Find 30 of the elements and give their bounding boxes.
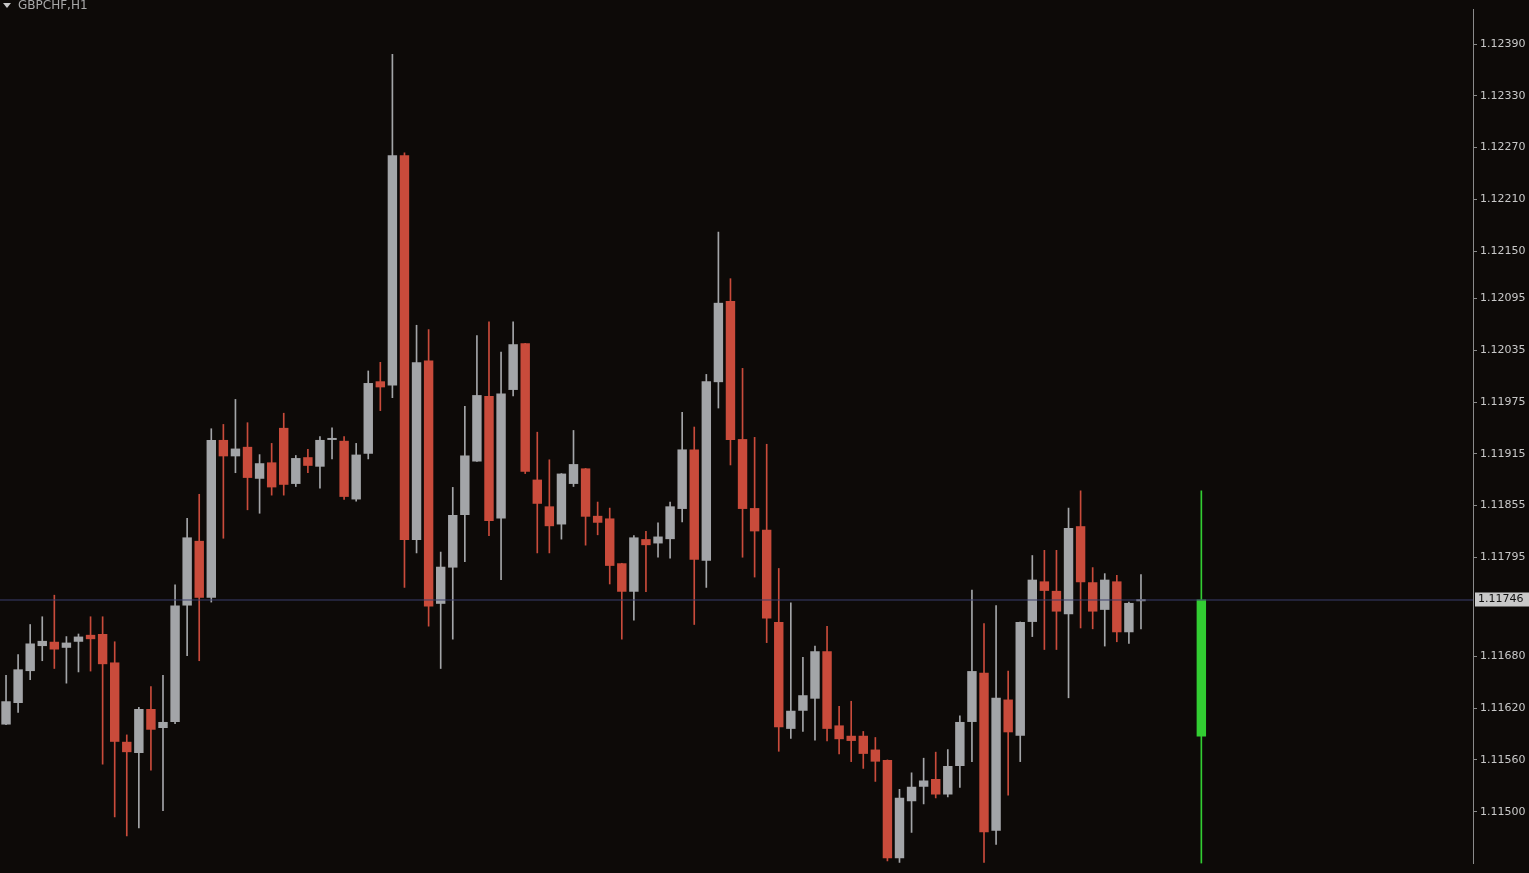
y-tick-label: 1.12210 (1480, 192, 1526, 206)
y-tick-label: 1.11855 (1480, 498, 1526, 512)
y-tick-label: 1.12095 (1480, 291, 1526, 305)
chart-title: GBPCHF,H1 (18, 0, 88, 12)
candlestick (786, 602, 796, 739)
candlestick (532, 431, 542, 554)
y-tick-label: 1.11975 (1480, 394, 1526, 408)
candlestick (122, 734, 132, 837)
candlestick (146, 686, 156, 771)
candlestick (1003, 670, 1013, 796)
y-tick-label: 1.11915 (1480, 446, 1526, 460)
candlestick (641, 531, 651, 593)
y-tick-label: 1.12150 (1480, 243, 1526, 257)
candlestick (158, 675, 168, 812)
y-tick-label: 1.11680 (1480, 649, 1526, 663)
y-tick-label: 1.11500 (1480, 804, 1526, 818)
candlestick (798, 656, 808, 732)
y-tick-label: 1.12330 (1480, 88, 1526, 102)
y-tick-label: 1.12270 (1480, 140, 1526, 154)
candlestick (653, 522, 663, 558)
candlestick (37, 616, 47, 662)
y-tick-label: 1.11560 (1480, 752, 1526, 766)
candlestick (327, 427, 337, 460)
candlestick (846, 700, 856, 762)
y-tick-label: 1.12035 (1480, 343, 1526, 357)
y-tick-label: 1.11620 (1480, 701, 1526, 715)
candlestick (375, 362, 386, 411)
y-tick-label: 1.12390 (1480, 36, 1526, 50)
ref-line-label: 1.11746 (1478, 592, 1524, 606)
y-tick-label: 1.11795 (1480, 550, 1526, 564)
